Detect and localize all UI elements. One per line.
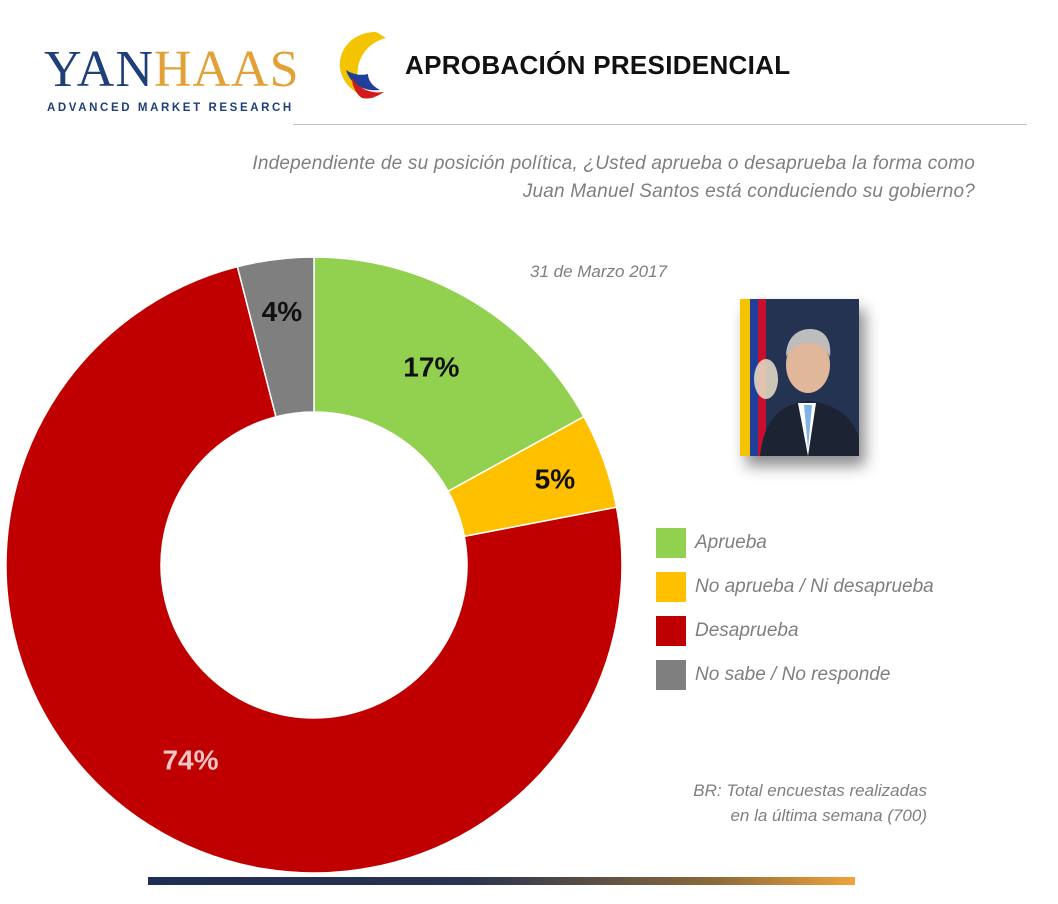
colombia-emblem-icon [339, 32, 386, 99]
page-title: APROBACIÓN PRESIDENCIAL [405, 50, 791, 80]
donut-label-neutral: 5% [535, 463, 576, 494]
donut-label-aprueba: 17% [403, 352, 459, 383]
header-divider [293, 124, 1027, 125]
legend-label-desaprueba: Desaprueba [695, 620, 799, 641]
legend-swatch-neutral [656, 572, 686, 602]
approval-donut-chart: 17% 5% 74% 4% [5, 256, 623, 874]
legend-swatch-desaprueba [656, 616, 686, 646]
donut-slice-aprueba [313, 256, 585, 493]
portrait-image [740, 299, 859, 456]
sample-footnote: BR: Total encuestas realizadas en la últ… [560, 778, 927, 828]
legend-swatch-no-sabe [656, 660, 686, 690]
footnote-line-1: BR: Total encuestas realizadas [693, 781, 927, 800]
yanhaas-logo: YANHAAS ADVANCED MARKET RESEARCH [44, 44, 299, 124]
legend-label-no-sabe: No sabe / No responde [695, 664, 891, 685]
donut-slice-no-sabe [236, 256, 315, 418]
question-line-2: Juan Manuel Santos está conduciendo su g… [522, 181, 975, 202]
survey-date: 31 de Marzo 2017 [530, 262, 668, 281]
logo-subtitle: ADVANCED MARKET RESEARCH [47, 102, 294, 114]
legend-swatch-aprueba [656, 528, 686, 558]
president-photo [740, 299, 859, 456]
donut-label-no-sabe: 4% [262, 296, 303, 327]
question-line-1: Independiente de su posición política, ¿… [252, 153, 975, 174]
logo-wordmark: YANHAAS [44, 41, 300, 98]
donut-slice-desaprueba [5, 265, 623, 874]
legend-label-neutral: No aprueba / Ni desaprueba [695, 576, 934, 597]
survey-question: Independiente de su posición política, ¿… [60, 150, 975, 206]
legend-label-aprueba: Aprueba [695, 532, 767, 553]
footnote-line-2: en la última semana (700) [730, 806, 927, 825]
donut-label-desaprueba: 74% [162, 745, 218, 776]
bottom-gradient-bar [148, 877, 855, 885]
